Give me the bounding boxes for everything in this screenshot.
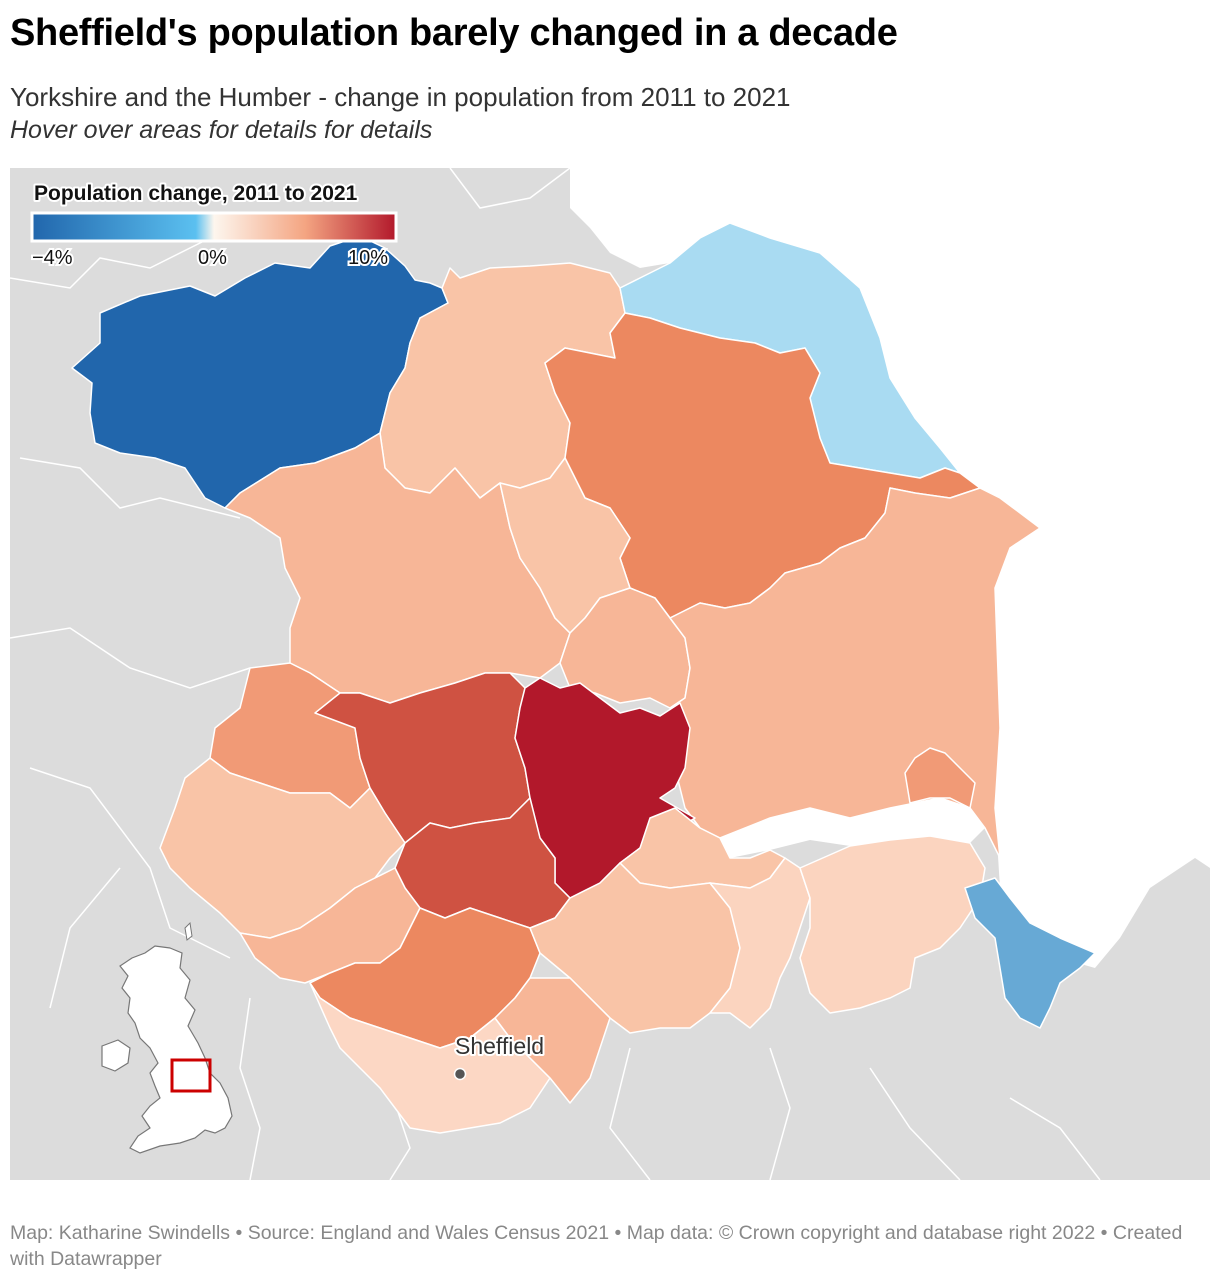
- legend-tick-max: 10%: [348, 247, 388, 269]
- map-area[interactable]: Population change, 2011 to 2021 −4% 0% 1…: [10, 168, 1210, 1180]
- uk-shetland-shape: [184, 921, 193, 941]
- uk-great-britain-shape: [119, 945, 233, 1154]
- legend-tick-min: −4%: [32, 247, 73, 269]
- district-grimsby[interactable]: [964, 877, 1096, 1029]
- district-hull[interactable]: [904, 747, 976, 809]
- legend-tick-zero: 0%: [198, 247, 227, 269]
- district-sheffield-east[interactable]: [494, 977, 611, 1104]
- inset-region-frame: [170, 1058, 212, 1093]
- districts[interactable]: [71, 222, 1096, 1134]
- uk-northern-ireland-shape: [101, 1039, 131, 1072]
- city-dot: [453, 1067, 467, 1081]
- legend-gradient-bar: [30, 211, 398, 243]
- footer-credits: Map: Katharine Swindells • Source: Engla…: [10, 1222, 1183, 1270]
- north-sea: [570, 168, 1210, 968]
- legend-title: Population change, 2011 to 2021: [34, 182, 358, 205]
- choropleth-map[interactable]: Population change, 2011 to 2021 −4% 0% 1…: [10, 168, 1210, 1180]
- district-north-lincolnshire[interactable]: [709, 857, 811, 1029]
- map-title: Sheffield's population barely changed in…: [10, 12, 898, 54]
- district-north-east-lincolnshire[interactable]: [799, 835, 986, 1014]
- city-marker-sheffield[interactable]: Sheffield: [453, 1031, 546, 1081]
- legend: Population change, 2011 to 2021 −4% 0% 1…: [30, 180, 398, 271]
- map-subtitle: Yorkshire and the Humber - change in pop…: [10, 82, 791, 112]
- district-sheffield[interactable]: [309, 982, 551, 1134]
- city-label: Sheffield: [455, 1033, 544, 1059]
- humber-estuary: [720, 798, 985, 858]
- uk-inset-locator: [101, 921, 233, 1154]
- map-note: Hover over areas for details for details: [10, 116, 433, 144]
